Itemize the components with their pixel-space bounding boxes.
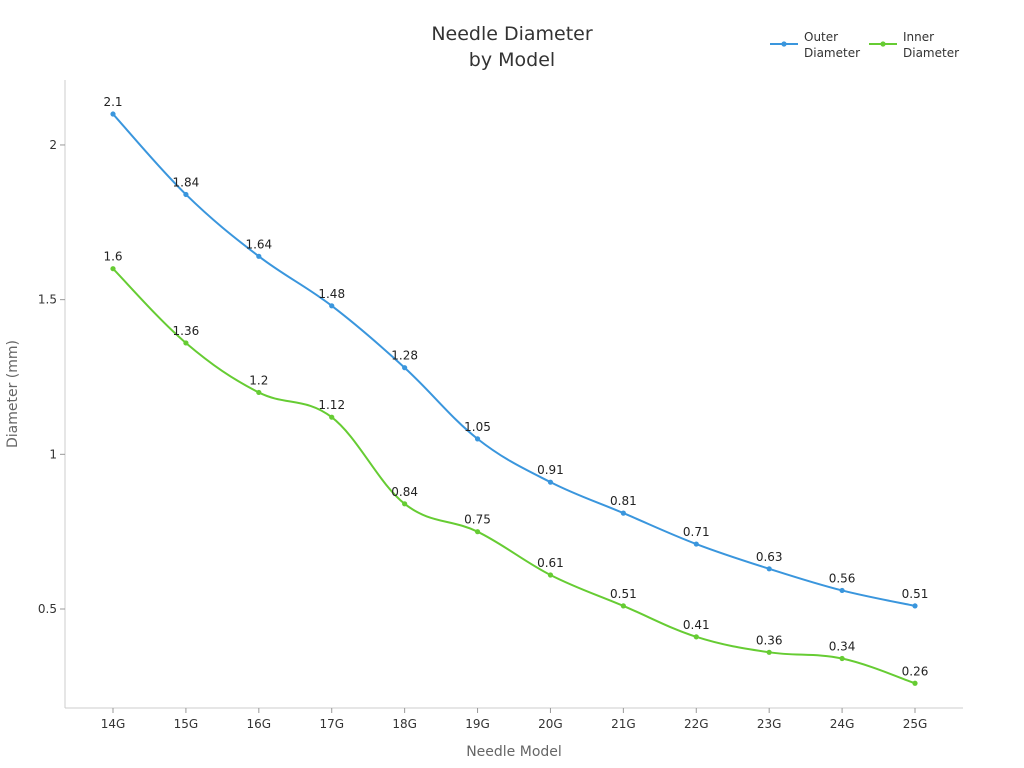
data-label: 1.84: [173, 175, 200, 189]
series-layer: 2.1 1.84 1.64 1.48 1.28 1.05 0.91 0.81 0.71 0.63 0…: [103, 95, 928, 686]
legend-item: Outer Diameter: [770, 30, 860, 60]
data-point: [329, 303, 335, 309]
data-label: 0.36: [756, 633, 783, 647]
series-outer-diameter: 2.1 1.84 1.64 1.48 1.28 1.05 0.91 0.81 0.71 0.63 0…: [103, 95, 929, 609]
data-point: [693, 634, 699, 640]
data-label: 1.12: [318, 398, 345, 412]
y-tick-label: 0.5: [38, 602, 57, 616]
x-tick-label: 21G: [611, 717, 636, 731]
chart-title: Needle Diameter by Model: [431, 23, 593, 71]
series-inner-diameter: 1.6 1.36 1.2 1.12 0.84 0.75 0.61 0.51 0.41 0.36 0.…: [103, 250, 928, 686]
legend-label: Diameter: [903, 46, 959, 60]
x-tick-label: 14G: [101, 717, 126, 731]
data-point: [547, 572, 554, 578]
x-tick-label: 25G: [903, 717, 928, 731]
data-label: 0.26: [902, 664, 929, 678]
data-label: 0.61: [537, 556, 564, 570]
data-label: 0.71: [683, 525, 710, 539]
x-tick-label: 15G: [174, 717, 199, 731]
y-axis-ticks: 0.5 1 1.5 2: [38, 138, 65, 616]
legend-label: Inner: [903, 30, 934, 44]
x-tick-label: 19G: [465, 717, 490, 731]
data-label: 1.6: [103, 250, 122, 264]
data-point: [402, 365, 408, 371]
data-point: [329, 414, 335, 420]
data-label: 0.63: [756, 550, 783, 564]
data-label: 1.28: [391, 349, 418, 363]
x-tick-label: 22G: [684, 717, 709, 731]
data-point: [110, 266, 116, 272]
data-label: 0.84: [391, 485, 418, 499]
data-label: 0.34: [829, 640, 856, 654]
data-point: [183, 340, 189, 346]
data-point: [766, 649, 772, 655]
legend-label: Diameter: [804, 46, 860, 60]
legend-swatch-marker: [880, 41, 886, 47]
series-line-inner-diameter: [112, 268, 916, 685]
legend: Outer Diameter Inner Diameter: [770, 30, 959, 60]
data-label: 0.51: [902, 587, 929, 601]
data-point: [912, 680, 918, 686]
data-point: [912, 603, 918, 609]
data-label: 0.51: [610, 587, 637, 601]
data-label: 0.41: [683, 618, 710, 632]
data-point: [693, 541, 699, 547]
y-tick-label: 2: [49, 138, 57, 152]
series-line-outer-diameter: [112, 113, 916, 607]
x-tick-label: 23G: [757, 717, 782, 731]
data-label: 0.75: [464, 513, 491, 527]
x-tick-label: 24G: [830, 717, 855, 731]
x-tick-label: 16G: [247, 717, 272, 731]
data-label: 1.05: [464, 420, 491, 434]
data-label: 0.91: [537, 463, 564, 477]
data-point: [547, 479, 554, 485]
data-label: 1.64: [245, 237, 272, 251]
x-tick-label: 18G: [392, 717, 417, 731]
data-point: [620, 603, 626, 609]
data-point: [183, 191, 189, 198]
data-point: [110, 111, 116, 117]
y-tick-label: 1.5: [38, 293, 57, 307]
data-point: [766, 566, 772, 572]
data-point: [256, 389, 262, 396]
legend-swatch-marker: [781, 41, 787, 47]
data-label: 0.56: [829, 571, 856, 585]
x-axis-ticks: 14G 15G 16G 17G 18G 19G 20G 21G 22G 23G 24G 25G: [101, 708, 928, 731]
data-label: 1.36: [173, 324, 200, 338]
data-point: [620, 510, 626, 516]
x-axis-title: Needle Model: [466, 744, 562, 760]
chart-title-line-1: Needle Diameter: [431, 23, 593, 45]
y-axis-title: Diameter (mm): [5, 340, 21, 448]
x-tick-label: 17G: [319, 717, 344, 731]
data-label: 1.2: [249, 373, 268, 387]
data-point: [839, 655, 845, 662]
data-label: 2.1: [103, 95, 122, 109]
data-point: [256, 253, 262, 259]
legend-label: Outer: [804, 30, 838, 44]
data-point: [402, 501, 408, 507]
data-point: [839, 587, 845, 594]
x-tick-label: 20G: [538, 717, 563, 731]
data-label: 0.81: [610, 494, 637, 508]
data-point: [474, 436, 481, 442]
legend-item: Inner Diameter: [869, 30, 959, 60]
data-point: [474, 529, 481, 535]
data-label: 1.48: [318, 287, 345, 301]
y-tick-label: 1: [49, 447, 57, 461]
chart-title-line-2: by Model: [469, 49, 555, 71]
